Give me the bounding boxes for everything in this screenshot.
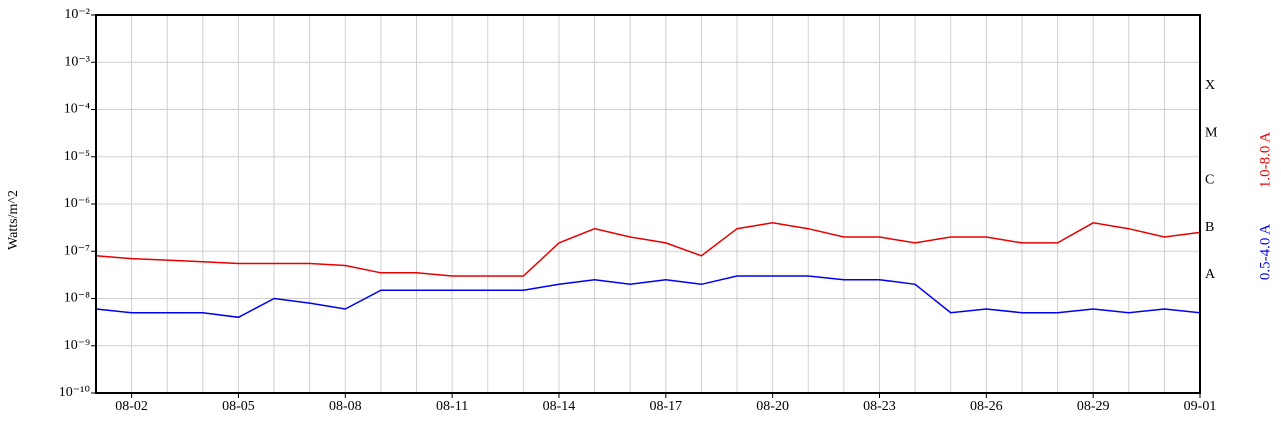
x-tick-label: 09-01 — [1184, 399, 1217, 414]
y-tick-label: 10⁻⁸ — [64, 291, 90, 306]
y-axis-label: Watts/m^2 — [6, 190, 21, 250]
x-tick-label: 08-23 — [863, 399, 896, 414]
flux-line — [95, 275, 1201, 319]
flare-class-label: M — [1205, 125, 1218, 140]
legend-label: 0.5-4.0 A — [1257, 224, 1273, 280]
x-tick-label: 08-20 — [756, 399, 789, 414]
y-tick-label: 10⁻⁴ — [64, 102, 90, 117]
flare-class-label: C — [1205, 173, 1214, 188]
y-tick-label: 10⁻² — [64, 7, 90, 22]
x-tick-label: 08-05 — [222, 399, 255, 414]
y-tick-label: 10⁻¹⁰ — [59, 385, 91, 400]
y-tick-label: 10⁻⁶ — [64, 196, 90, 211]
x-tick-label: 08-11 — [436, 399, 468, 414]
flare-class-label: B — [1205, 220, 1214, 235]
flux-line — [95, 222, 1201, 277]
y-tick-label: 10⁻⁵ — [64, 149, 90, 164]
y-tick-label: 10⁻⁹ — [64, 338, 90, 353]
y-tick-label: 10⁻⁷ — [64, 243, 90, 258]
flare-class-label: X — [1205, 78, 1215, 93]
plot-frame — [95, 14, 1201, 394]
x-tick-label: 08-08 — [329, 399, 362, 414]
y-tick-label: 10⁻³ — [64, 54, 90, 69]
x-tick-label: 08-17 — [649, 399, 682, 414]
legend-label: 1.0-8.0 A — [1257, 132, 1273, 188]
x-tick-label: 08-02 — [115, 399, 148, 414]
x-tick-label: 08-29 — [1077, 399, 1110, 414]
x-tick-label: 08-26 — [970, 399, 1003, 414]
x-tick-label: 08-14 — [543, 399, 576, 414]
flare-class-label: A — [1205, 267, 1216, 282]
